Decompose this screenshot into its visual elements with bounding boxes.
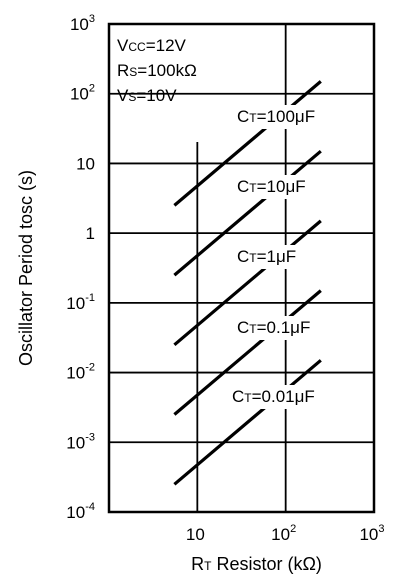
- y-tick-label: 10-2: [66, 362, 95, 383]
- series-line-2: [173, 219, 322, 347]
- series-line-4: [173, 359, 322, 486]
- x-tick-label: 103: [359, 523, 384, 544]
- y-tick-label: 102: [70, 83, 95, 104]
- x-axis-title: RT Resistor (kΩ): [191, 554, 322, 574]
- series-line-1: [173, 149, 322, 277]
- series-label-2: CT=1μF: [237, 247, 296, 266]
- series-label-bg: [234, 175, 334, 199]
- series-label-bg: [234, 105, 346, 129]
- series-label-4: CT=0.01μF: [232, 387, 315, 406]
- series-line-3: [173, 289, 322, 416]
- y-tick-label: 10-4: [66, 501, 95, 522]
- condition-line-2: VS=10V: [117, 86, 177, 105]
- y-tick-label: 10: [76, 154, 95, 173]
- y-tick-label: 103: [70, 13, 95, 34]
- series-line-0: [173, 80, 322, 207]
- series-label-3: CT=0.1μF: [237, 318, 310, 337]
- series-label-1: CT=10μF: [237, 177, 306, 196]
- x-tick-label: 102: [271, 523, 296, 544]
- series-label-bg: [234, 316, 340, 340]
- tick-labels: 10-4 10-3 10-2 10-1 1 10 102 103 10 102 103: [66, 13, 384, 544]
- plot-frame: [107, 22, 376, 514]
- y-axis-title: Oscillator Period tosc (s): [16, 170, 36, 366]
- series-label-bg: [234, 245, 320, 269]
- condition-line-0: VCC=12V: [117, 36, 187, 55]
- y-tick-label: 10-3: [66, 431, 95, 452]
- condition-line-1: RS=100kΩ: [117, 61, 197, 80]
- conditions-box: VCC=12V RS=100kΩ VS=10V: [117, 36, 197, 105]
- series-label-0: CT=100μF: [237, 107, 315, 126]
- series-labels: CT=100μF CT=10μF CT=1μF CT=0.1μF CT=0.01μF: [229, 105, 347, 409]
- series-label-bg: [229, 385, 347, 409]
- y-tick-label: 10-1: [66, 292, 95, 313]
- y-tick-label: 1: [86, 224, 95, 243]
- series-lines: [173, 80, 322, 486]
- x-tick-label: 10: [186, 525, 205, 544]
